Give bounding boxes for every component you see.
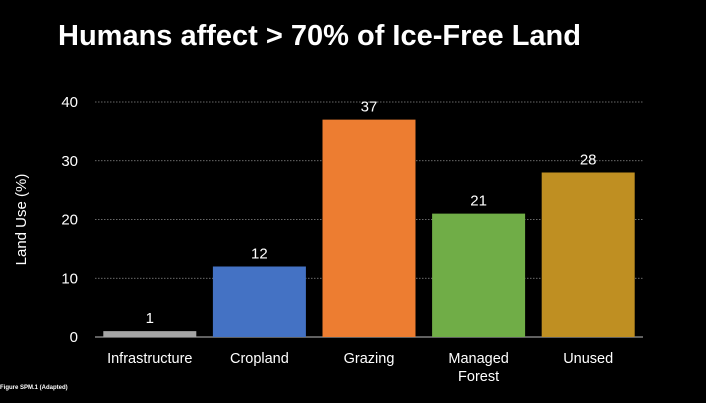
y-axis-title: Land Use (%) bbox=[13, 174, 30, 266]
x-tick-label: Managed bbox=[448, 351, 508, 367]
x-tick-label: Unused bbox=[563, 351, 613, 367]
data-label: 28 bbox=[580, 152, 597, 169]
bar-infrastructure bbox=[103, 331, 197, 337]
x-tick-label: Infrastructure bbox=[107, 351, 192, 367]
source-note: Figure SPM.1 (Adapted) bbox=[0, 385, 68, 391]
bar-cropland bbox=[212, 266, 306, 337]
y-tick-label: 20 bbox=[61, 212, 78, 229]
y-tick-label: 10 bbox=[61, 270, 78, 287]
x-tick-label: Cropland bbox=[230, 351, 289, 367]
data-label: 37 bbox=[361, 99, 378, 116]
bar-managed-forest bbox=[432, 213, 526, 337]
slide-title: Humans affect > 70% of Ice-Free Land bbox=[58, 20, 581, 52]
data-label: 12 bbox=[251, 246, 268, 263]
x-tick-label: Forest bbox=[458, 369, 499, 385]
bar-unused bbox=[541, 172, 635, 337]
y-tick-label: 40 bbox=[61, 94, 78, 111]
x-tick-label: Grazing bbox=[344, 351, 395, 367]
y-tick-label: 30 bbox=[61, 153, 78, 170]
y-tick-label: 0 bbox=[70, 329, 78, 346]
bar-grazing bbox=[322, 119, 416, 337]
data-label: 1 bbox=[146, 310, 154, 327]
data-label: 21 bbox=[470, 193, 487, 210]
